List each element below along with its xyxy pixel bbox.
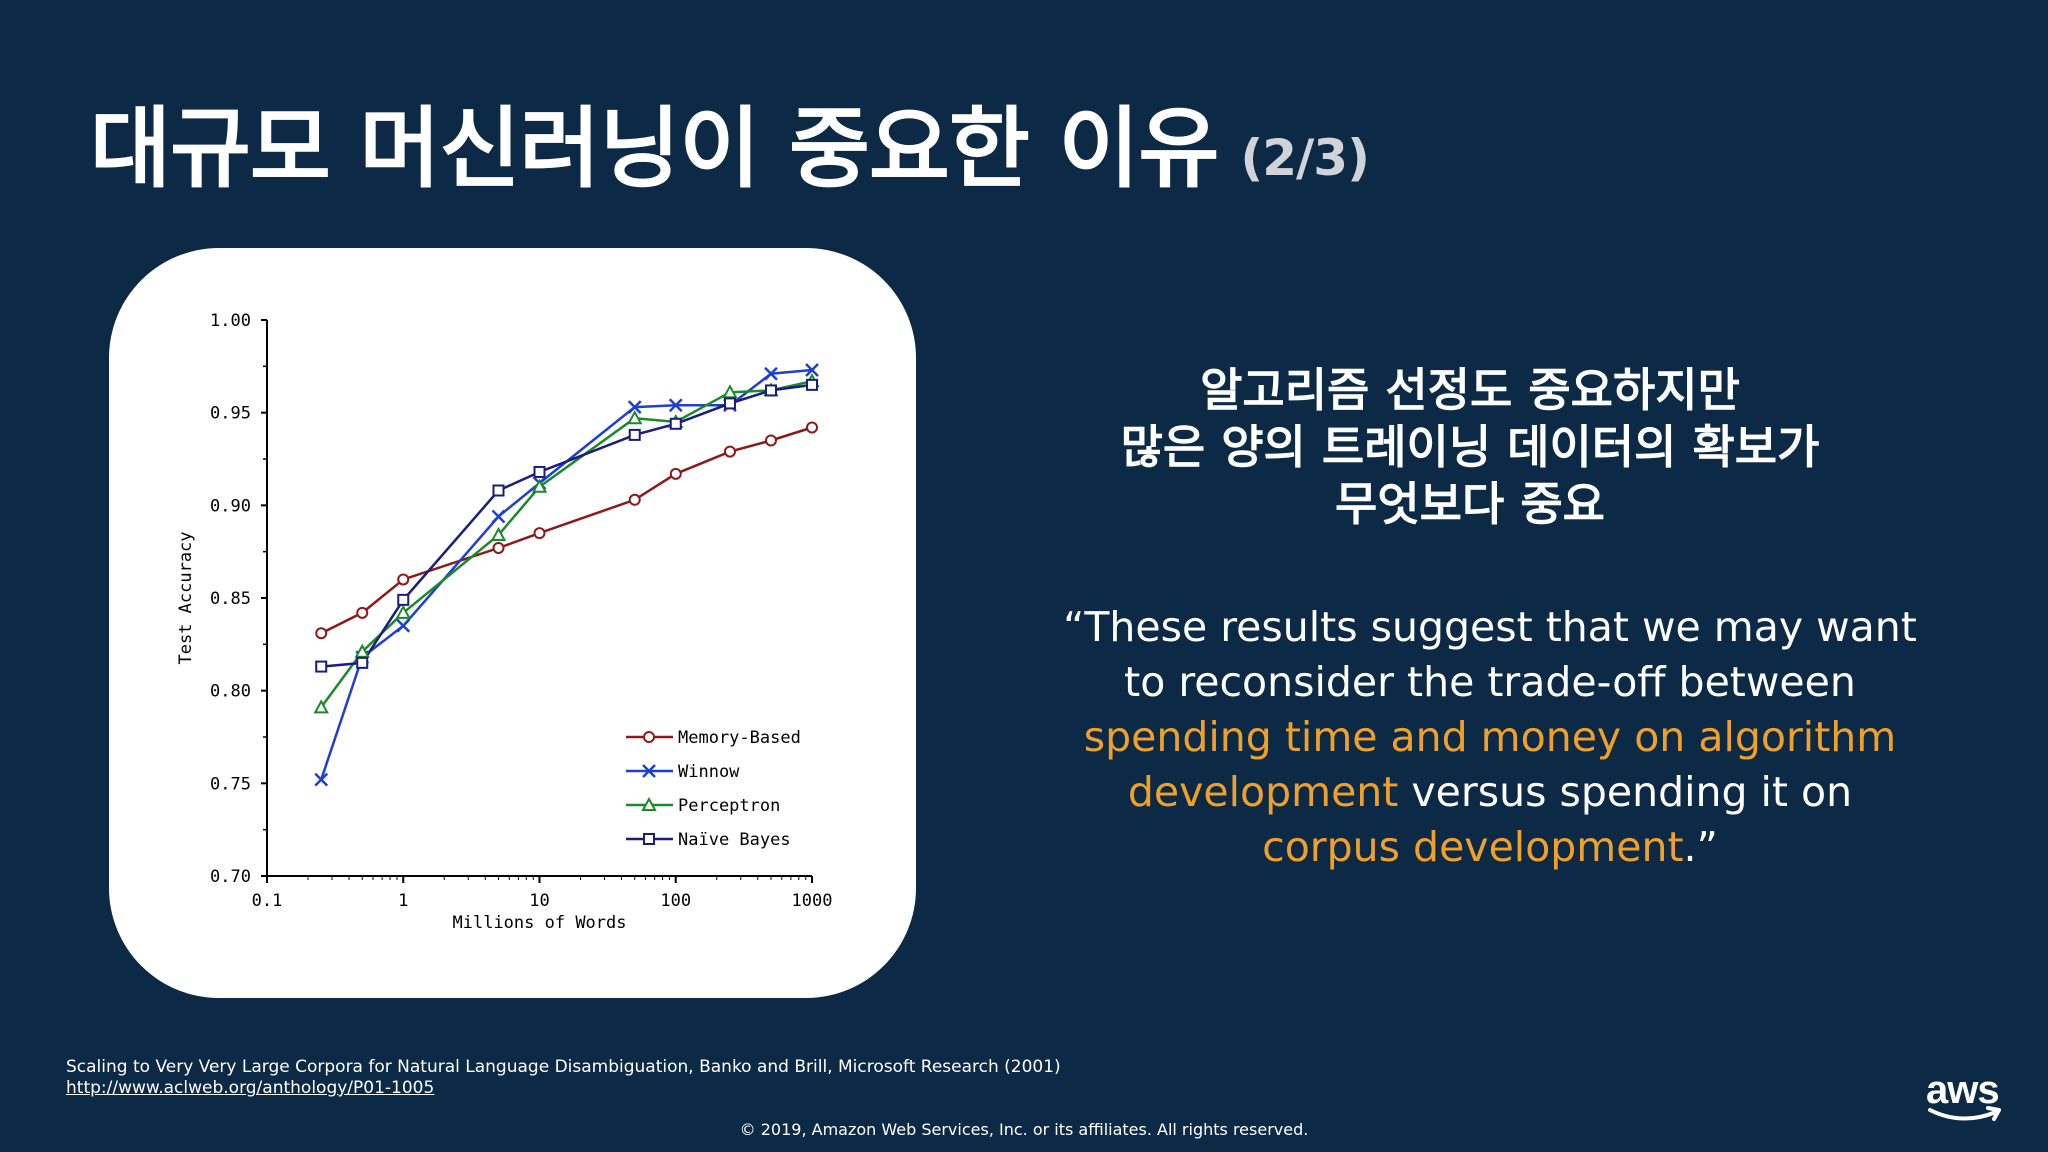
citation-link[interactable]: http://www.aclweb.org/anthology/P01-1005	[66, 1078, 435, 1098]
legend-label: Naïve Bayes	[678, 830, 791, 850]
y-tick-label: 0.90	[210, 496, 251, 516]
data-point	[723, 397, 736, 410]
legend-marker	[641, 796, 657, 811]
data-point	[397, 593, 410, 606]
headline-line-2: 많은 양의 트레이닝 데이터의 확보가	[1120, 420, 1820, 474]
aws-logo-text: aws	[1926, 1068, 2000, 1112]
aws-smile-icon	[1928, 1106, 2001, 1121]
legend-marker	[643, 833, 655, 845]
series-line	[320, 379, 813, 709]
accuracy-chart: 0.70 0.75 0.80 0.85 0.90 0.95 1.00 0.1 1 10 100 100…	[176, 311, 833, 933]
legend-label: Winnow	[678, 762, 740, 782]
y-tick-label: 1.00	[210, 311, 251, 331]
citation-text: Scaling to Very Very Large Corpora for N…	[66, 1057, 1061, 1077]
series-line	[321, 383, 813, 668]
headline-line-1: 알고리즘 선정도 중요하지만	[1200, 363, 1740, 417]
x-tick-label: 10	[529, 891, 549, 911]
x-tick-label: 1000	[792, 891, 833, 911]
data-point	[354, 643, 370, 658]
data-point	[491, 509, 506, 524]
data-point	[396, 618, 411, 633]
y-tick-label: 0.80	[210, 682, 251, 702]
data-point	[397, 573, 410, 586]
x-tick-label: 100	[660, 891, 691, 911]
data-point	[723, 445, 736, 458]
page-title: 대규모 머신러닝이 중요한 이유 (2/3)	[90, 78, 1370, 205]
legend-label: Perceptron	[678, 796, 780, 816]
y-tick-label: 0.70	[210, 867, 251, 887]
data-point	[806, 421, 818, 434]
data-point	[764, 434, 777, 447]
headline-line-3: 무엇보다 중요	[1335, 477, 1605, 531]
data-point	[628, 493, 641, 506]
data-point	[627, 400, 642, 414]
series-line	[320, 368, 813, 780]
y-axis-label: Test Accuracy	[176, 531, 196, 664]
y-tick-label: 0.85	[210, 589, 251, 609]
data-point	[668, 398, 683, 413]
legend-marker	[643, 731, 655, 743]
quote-part-1: “These results suggest that we may want …	[1063, 603, 1917, 706]
data-point	[490, 526, 507, 541]
data-point	[356, 656, 369, 669]
data-point	[764, 366, 778, 381]
data-point	[669, 417, 682, 430]
data-point	[315, 627, 328, 640]
quote-highlight-2: corpus development	[1262, 823, 1684, 871]
chart-card: 0.70 0.75 0.80 0.85 0.90 0.95 1.00 0.1 1 10 100 100…	[109, 248, 916, 998]
data-point	[395, 604, 411, 619]
legend-marker	[642, 764, 656, 778]
data-point	[313, 699, 329, 714]
title-main: 대규모 머신러닝이 중요한 이유	[90, 97, 1219, 200]
data-point	[492, 541, 505, 554]
headline: 알고리즘 선정도 중요하지만 많은 양의 트레이닝 데이터의 확보가 무엇보다 …	[1020, 362, 1920, 533]
data-point	[315, 660, 328, 673]
data-point	[314, 772, 329, 787]
y-tick-label: 0.75	[210, 774, 251, 794]
citation: Scaling to Very Very Large Corpora for N…	[66, 1057, 1061, 1099]
aws-logo: aws	[1922, 1068, 2012, 1128]
y-tick-label: 0.95	[210, 404, 251, 424]
x-axis-label: Millions of Words	[453, 913, 627, 933]
title-pager: (2/3)	[1240, 129, 1370, 187]
data-point	[356, 606, 369, 619]
quote-highlight-1: spending time and money on algorithm dev…	[1083, 713, 1897, 816]
data-point	[531, 478, 548, 493]
quote-part-3: .”	[1683, 823, 1718, 871]
legend-label: Memory-Based	[678, 728, 801, 748]
data-point	[669, 467, 682, 480]
data-point	[806, 378, 818, 391]
copyright: © 2019, Amazon Web Services, Inc. or its…	[739, 1120, 1309, 1139]
data-point	[627, 410, 643, 425]
data-point	[492, 484, 505, 497]
x-tick-label: 0.1	[252, 891, 283, 911]
quote: “These results suggest that we may want …	[1060, 600, 1920, 875]
series-line	[320, 426, 813, 635]
data-point	[764, 384, 777, 397]
data-point	[628, 428, 641, 441]
data-point	[805, 363, 819, 377]
data-point	[533, 465, 546, 478]
x-tick-label: 1	[398, 891, 408, 911]
data-point	[722, 384, 738, 399]
data-point	[533, 527, 546, 540]
quote-part-2: versus spending it on	[1398, 768, 1853, 816]
